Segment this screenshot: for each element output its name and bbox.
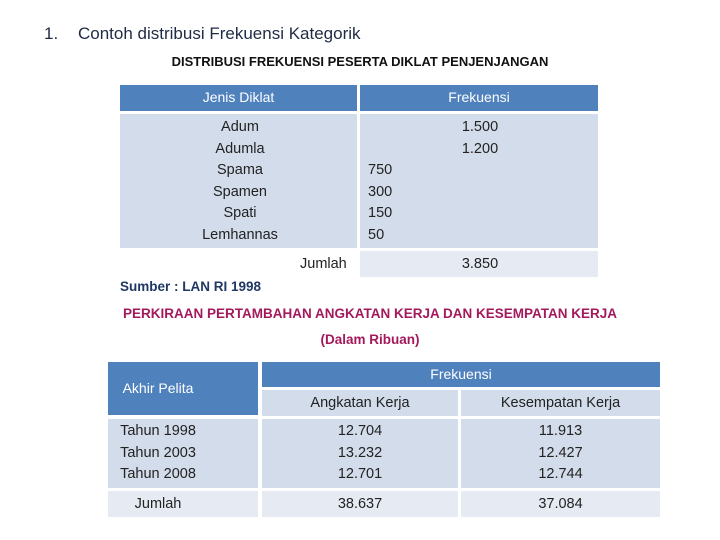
row-label: Tahun 2003 <box>120 444 196 461</box>
header-text: Jenis Diklat <box>202 89 275 105</box>
heading-number: 1. <box>44 24 59 43</box>
total-cell <box>108 491 258 517</box>
subheader-cell <box>262 390 458 416</box>
header-text: Akhir Pelita <box>122 380 194 396</box>
table2-subtitle: (Dalam Ribuan) <box>320 332 420 347</box>
value: 12.704 <box>337 423 383 439</box>
total-cell <box>461 491 660 517</box>
heading: Contoh distribusi Frekuensi Kategorik <box>78 24 361 43</box>
body-cell <box>262 419 458 488</box>
source: Sumber : LAN RI 1998 <box>120 279 262 294</box>
body-cell <box>108 419 258 488</box>
value: 13.232 <box>337 444 383 461</box>
column-header: Angkatan Kerja <box>310 395 410 411</box>
frequency: 150 <box>368 205 393 222</box>
total-value: 3.850 <box>461 256 499 272</box>
header-cell <box>120 85 357 111</box>
frequency: 1.500 <box>461 119 499 135</box>
value: 12.701 <box>337 466 383 482</box>
row-label: Tahun 2008 <box>120 466 196 482</box>
body-cell <box>360 114 598 248</box>
category: Adumla <box>215 140 265 157</box>
header-cell <box>262 362 660 387</box>
header-cell <box>360 85 598 111</box>
category: Spati <box>223 205 257 222</box>
column-header: Kesempatan Kerja <box>500 395 621 411</box>
row-label: Tahun 1998 <box>120 423 196 439</box>
total-label: Jumlah <box>300 256 347 272</box>
total-cell <box>262 491 458 517</box>
category: Spama <box>217 162 263 179</box>
frequency: 1.200 <box>461 140 499 157</box>
total-value: 38.637 <box>337 496 383 512</box>
frequency: 750 <box>368 162 393 179</box>
body-cell <box>120 114 357 248</box>
header-cell <box>108 362 258 415</box>
value: 12.427 <box>538 444 583 461</box>
header-text: Frekuensi <box>448 89 510 105</box>
frequency: 300 <box>368 183 393 200</box>
total-cell <box>360 251 598 277</box>
category: Adum <box>221 119 259 135</box>
header-text: Frekuensi <box>430 366 492 382</box>
value: 11.913 <box>538 423 583 439</box>
table2-title: PERKIRAAN PERTAMBAHAN ANGKATAN KERJA DAN… <box>122 306 617 321</box>
table1-title: DISTRIBUSI FREKUENSI PESERTA DIKLAT PENJ… <box>171 54 549 69</box>
value: 12.744 <box>538 466 583 482</box>
subheader-cell <box>461 390 660 416</box>
frequency: 50 <box>368 227 385 243</box>
body-cell <box>461 419 660 488</box>
total-value: 37.084 <box>538 496 583 512</box>
category: Spamen <box>212 183 267 200</box>
category: Lemhannas <box>202 227 278 243</box>
total-label: Jumlah <box>134 496 182 512</box>
